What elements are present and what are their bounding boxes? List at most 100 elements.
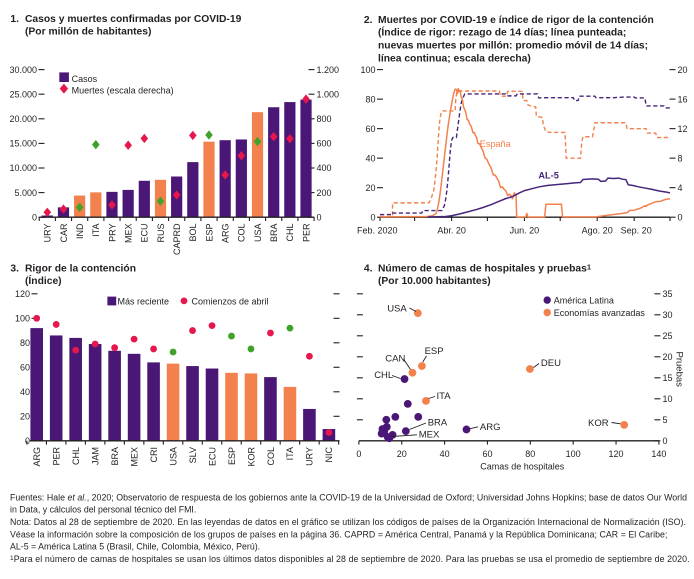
svg-text:100: 100 xyxy=(566,449,581,459)
svg-text:nuevas muertes por millón: pro: nuevas muertes por millón: promedio móvi… xyxy=(378,41,648,52)
svg-text:0: 0 xyxy=(317,212,322,222)
svg-text:35: 35 xyxy=(663,289,673,299)
svg-text:CRI: CRI xyxy=(149,447,159,463)
svg-text:MEX: MEX xyxy=(419,430,440,441)
svg-text:ARG: ARG xyxy=(32,447,42,467)
svg-text:120: 120 xyxy=(608,449,623,459)
svg-text:1Para el número de camas de ho: 1Para el número de camas de hospitales s… xyxy=(10,554,690,564)
svg-text:10: 10 xyxy=(663,394,673,404)
svg-text:80: 80 xyxy=(525,449,535,459)
svg-text:URY: URY xyxy=(305,447,315,466)
svg-text:Abr. 20: Abr. 20 xyxy=(437,226,466,236)
svg-text:BRA: BRA xyxy=(110,447,120,466)
svg-text:DEU: DEU xyxy=(541,358,561,369)
svg-text:España: España xyxy=(480,139,512,149)
svg-text:ARG: ARG xyxy=(221,224,231,244)
svg-text:in Data, y cálculos del person: in Data, y cálculos del personal técnico… xyxy=(10,505,196,515)
svg-text:MEX: MEX xyxy=(124,224,134,244)
svg-text:20: 20 xyxy=(663,352,673,362)
svg-text:AL-5: AL-5 xyxy=(538,171,558,181)
svg-text:Comienzos de abril: Comienzos de abril xyxy=(192,296,269,306)
svg-text:0: 0 xyxy=(678,212,683,222)
svg-text:16: 16 xyxy=(678,94,688,104)
svg-text:ESP: ESP xyxy=(227,447,237,465)
svg-text:Casos y muertes confirmadas po: Casos y muertes confirmadas por COVID-19 xyxy=(25,14,242,25)
svg-text:0: 0 xyxy=(356,449,361,459)
svg-text:5.000: 5.000 xyxy=(14,188,37,198)
svg-text:1.200: 1.200 xyxy=(317,65,340,75)
svg-text:Fuentes: Hale et al., 2020; Ob: Fuentes: Hale et al., 2020; Observatorio… xyxy=(10,492,687,502)
svg-text:(Índice de rigor: rezago de 14: (Índice de rigor: rezago de 14 días; lín… xyxy=(378,26,626,39)
svg-text:1.: 1. xyxy=(10,14,19,25)
svg-text:Muertes por COVID-19 e índice: Muertes por COVID-19 e índice de rigor d… xyxy=(378,15,654,26)
svg-text:USA: USA xyxy=(253,224,263,243)
svg-text:BRA: BRA xyxy=(269,224,279,243)
svg-text:100: 100 xyxy=(15,314,30,324)
svg-text:25.000: 25.000 xyxy=(9,89,37,99)
svg-text:400: 400 xyxy=(317,163,332,173)
svg-text:CHL: CHL xyxy=(71,447,81,465)
svg-text:Rigor de la contención: Rigor de la contención xyxy=(25,264,136,275)
svg-text:ITA: ITA xyxy=(437,391,452,402)
svg-text:80: 80 xyxy=(20,338,30,348)
svg-text:NIC: NIC xyxy=(324,447,334,463)
svg-text:120: 120 xyxy=(15,289,30,299)
svg-text:800: 800 xyxy=(317,114,332,124)
svg-text:ITA: ITA xyxy=(285,447,295,460)
svg-text:20: 20 xyxy=(678,65,688,75)
svg-text:0: 0 xyxy=(32,212,37,222)
svg-text:4.: 4. xyxy=(364,264,373,275)
svg-text:Véase la información sobre la: Véase la información sobre la composició… xyxy=(10,529,667,539)
svg-text:KOR: KOR xyxy=(588,418,609,429)
svg-text:0: 0 xyxy=(663,436,668,446)
svg-text:ARG: ARG xyxy=(480,422,501,433)
svg-text:JAM: JAM xyxy=(90,447,100,465)
svg-text:2.: 2. xyxy=(364,15,373,26)
svg-text:CAPRD: CAPRD xyxy=(172,223,182,255)
svg-text:(Por millón de habitantes): (Por millón de habitantes) xyxy=(25,27,151,38)
svg-text:30.000: 30.000 xyxy=(9,65,37,75)
svg-text:ESP: ESP xyxy=(204,224,214,242)
svg-text:línea continua; escala derecha: línea continua; escala derecha) xyxy=(378,54,531,65)
svg-text:URY: URY xyxy=(43,224,53,243)
svg-text:CHL: CHL xyxy=(285,224,295,242)
svg-text:MEX: MEX xyxy=(129,447,139,467)
svg-text:Número de camas de hospitales: Número de camas de hospitales y pruebas1 xyxy=(378,262,591,274)
svg-text:Economías avanzadas: Economías avanzadas xyxy=(554,308,646,318)
svg-text:20: 20 xyxy=(397,449,407,459)
svg-text:15.000: 15.000 xyxy=(9,139,37,149)
svg-text:60: 60 xyxy=(365,124,375,134)
svg-text:RUS: RUS xyxy=(156,224,166,243)
svg-text:ITA: ITA xyxy=(91,224,101,237)
svg-text:COL: COL xyxy=(237,224,247,243)
svg-text:AL-5 = América Latina 5 (Brasi: AL-5 = América Latina 5 (Brasil, Chile, … xyxy=(10,542,260,552)
svg-text:140: 140 xyxy=(651,449,666,459)
svg-text:USA: USA xyxy=(387,304,407,315)
svg-text:8: 8 xyxy=(678,153,683,163)
svg-text:ECU: ECU xyxy=(207,447,217,466)
svg-text:12: 12 xyxy=(678,124,688,134)
svg-text:América Latina: América Latina xyxy=(554,295,614,305)
svg-text:0: 0 xyxy=(370,212,375,222)
svg-text:SLV: SLV xyxy=(188,447,198,463)
svg-text:600: 600 xyxy=(317,139,332,149)
svg-text:Más reciente: Más reciente xyxy=(118,296,170,306)
svg-text:100: 100 xyxy=(360,65,375,75)
svg-text:1.000: 1.000 xyxy=(317,89,340,99)
svg-text:PRY: PRY xyxy=(107,224,117,242)
svg-text:Muertes (escala derecha): Muertes (escala derecha) xyxy=(72,86,174,96)
svg-text:(Índice): (Índice) xyxy=(25,274,62,287)
svg-text:ECU: ECU xyxy=(140,224,150,243)
svg-text:Sep. 20: Sep. 20 xyxy=(621,226,652,236)
svg-text:40: 40 xyxy=(365,153,375,163)
svg-text:BRA: BRA xyxy=(428,418,448,429)
svg-text:PER: PER xyxy=(52,447,62,466)
svg-text:KOR: KOR xyxy=(246,447,256,467)
svg-text:USA: USA xyxy=(168,447,178,466)
svg-text:15: 15 xyxy=(663,373,673,383)
svg-text:30: 30 xyxy=(663,310,673,320)
svg-text:20: 20 xyxy=(20,412,30,422)
svg-text:CAN: CAN xyxy=(385,353,405,364)
svg-text:(Por 10.000 habitantes): (Por 10.000 habitantes) xyxy=(378,276,491,287)
svg-text:20: 20 xyxy=(365,183,375,193)
